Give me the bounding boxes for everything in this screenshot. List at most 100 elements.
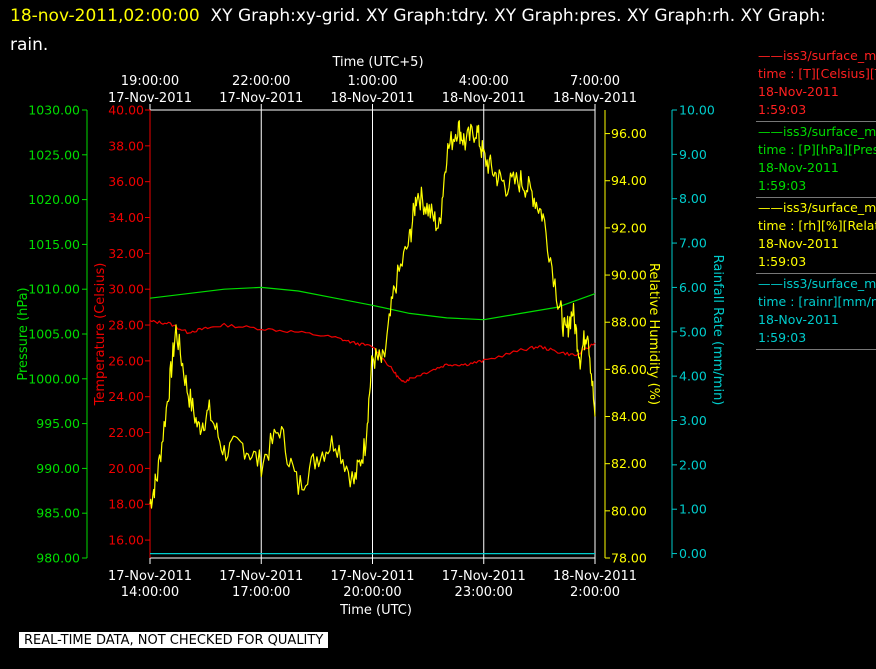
gridlines bbox=[260, 110, 485, 558]
axis-tick-label: 1000.00 bbox=[28, 371, 80, 386]
axis-tick-label: 1015.00 bbox=[28, 237, 80, 252]
header-titles: XY Graph:xy-grid. XY Graph:tdry. XY Grap… bbox=[210, 6, 826, 26]
bottom-tick-date: 17-Nov-2011 bbox=[108, 569, 192, 584]
legend-entry-line: time : [rainr][mm/mi bbox=[758, 294, 876, 309]
top-tick-date: 18-Nov-2011 bbox=[442, 91, 526, 106]
top-tick-date: 17-Nov-2011 bbox=[108, 91, 192, 106]
legend-entry-line: ——iss3/surface_me bbox=[758, 124, 876, 139]
axis-tick-label: 20.00 bbox=[108, 461, 144, 476]
bottom-tick-time: 2:00:00 bbox=[570, 585, 620, 600]
chart-header: 18-nov-2011,02:00:00 XY Graph:xy-grid. X… bbox=[10, 2, 870, 60]
axes: 17-Nov-201114:00:0017-Nov-201117:00:0017… bbox=[28, 74, 715, 600]
legend-entry-line: ——iss3/surface_me bbox=[758, 276, 876, 291]
axis-tick-label: 36.00 bbox=[108, 174, 144, 189]
bottom-tick-time: 23:00:00 bbox=[455, 585, 513, 600]
bottom-tick-date: 17-Nov-2011 bbox=[219, 569, 303, 584]
series-line-temperature bbox=[149, 320, 596, 383]
axis-tick-label: 22.00 bbox=[108, 425, 144, 440]
axis-tick-label: 3.00 bbox=[679, 413, 707, 428]
axis-tick-label: 6.00 bbox=[679, 280, 707, 295]
axis-tick-label: 32.00 bbox=[108, 246, 144, 261]
axis-tick-label: 38.00 bbox=[108, 138, 144, 153]
legend-entry-line: 18-Nov-2011 bbox=[758, 84, 839, 99]
axis-tick-label: 5.00 bbox=[679, 324, 707, 339]
axis-tick-label: 24.00 bbox=[108, 389, 144, 404]
top-axis-label: Time (UTC+5) bbox=[331, 55, 423, 70]
bottom-tick-date: 18-Nov-2011 bbox=[553, 569, 637, 584]
axis-tick-label: 980.00 bbox=[36, 551, 80, 566]
data-series bbox=[149, 120, 596, 555]
legend-entry-line: time : [rh][%][Relati bbox=[758, 218, 876, 233]
legend-entry-line: ——iss3/surface_me bbox=[758, 200, 876, 215]
humidity-axis-label: Relative Humidity (%) bbox=[646, 263, 661, 405]
axis-tick-label: 1025.00 bbox=[28, 147, 80, 162]
top-tick-time: 7:00:00 bbox=[570, 74, 620, 89]
axis-tick-label: 28.00 bbox=[108, 318, 144, 333]
series-line-pressure bbox=[149, 286, 596, 321]
legend-entry-line: 1:59:03 bbox=[758, 254, 807, 269]
legend-entry-line: time : [P][hPa][Pres bbox=[758, 142, 876, 157]
axis-tick-label: 34.00 bbox=[108, 210, 144, 225]
axis-tick-label: 40.00 bbox=[108, 103, 144, 118]
axis-tick-label: 1020.00 bbox=[28, 192, 80, 207]
top-tick-date: 18-Nov-2011 bbox=[330, 91, 414, 106]
legend-entry-line: 1:59:03 bbox=[758, 178, 807, 193]
axis-tick-label: 7.00 bbox=[679, 236, 707, 251]
pressure-axis-label: Pressure (hPa) bbox=[16, 287, 31, 380]
legend-entry-line: 18-Nov-2011 bbox=[758, 312, 839, 327]
axis-tick-label: 30.00 bbox=[108, 282, 144, 297]
top-tick-time: 1:00:00 bbox=[347, 74, 397, 89]
top-tick-time: 19:00:00 bbox=[121, 74, 179, 89]
quality-note: REAL-TIME DATA, NOT CHECKED FOR QUALITY bbox=[19, 632, 329, 648]
temperature-axis-label: Temperature (Celsius) bbox=[93, 263, 108, 407]
axis-tick-label: 84.00 bbox=[611, 409, 647, 424]
top-tick-time: 22:00:00 bbox=[232, 74, 290, 89]
legend-entry-line: 18-Nov-2011 bbox=[758, 160, 839, 175]
axis-tick-label: 78.00 bbox=[611, 551, 647, 566]
axis-tick-label: 92.00 bbox=[611, 220, 647, 235]
legend-entry-line: ——iss3/surface_me bbox=[758, 48, 876, 63]
bottom-tick-date: 17-Nov-2011 bbox=[442, 569, 526, 584]
rain-axis-label: Rainfall Rate (mm/min) bbox=[710, 255, 725, 406]
axis-tick-label: 90.00 bbox=[611, 268, 647, 283]
legend-entry-line: time : [T][Celsius][T bbox=[758, 66, 876, 81]
bottom-tick-time: 14:00:00 bbox=[121, 585, 179, 600]
axis-tick-label: 94.00 bbox=[611, 173, 647, 188]
axis-tick-label: 1030.00 bbox=[28, 103, 80, 118]
axis-tick-label: 0.00 bbox=[679, 546, 707, 561]
top-tick-date: 17-Nov-2011 bbox=[219, 91, 303, 106]
axis-tick-label: 9.00 bbox=[679, 147, 707, 162]
axis-tick-label: 990.00 bbox=[36, 461, 80, 476]
axis-tick-label: 16.00 bbox=[108, 533, 144, 548]
axis-tick-label: 1010.00 bbox=[28, 282, 80, 297]
bottom-tick-time: 17:00:00 bbox=[232, 585, 290, 600]
top-tick-date: 18-Nov-2011 bbox=[553, 91, 637, 106]
axis-tick-label: 82.00 bbox=[611, 456, 647, 471]
legend-entry-line: 1:59:03 bbox=[758, 330, 807, 345]
axis-tick-label: 8.00 bbox=[679, 191, 707, 206]
axis-tick-label: 1.00 bbox=[679, 502, 707, 517]
series-line-humidity bbox=[149, 120, 596, 509]
axis-tick-label: 80.00 bbox=[611, 503, 647, 518]
axis-tick-label: 18.00 bbox=[108, 497, 144, 512]
header-titles-cont: rain. bbox=[10, 35, 49, 55]
axis-tick-label: 2.00 bbox=[679, 457, 707, 472]
top-tick-time: 4:00:00 bbox=[459, 74, 509, 89]
axis-tick-label: 88.00 bbox=[611, 315, 647, 330]
legend-entry-line: 1:59:03 bbox=[758, 102, 807, 117]
bottom-tick-time: 20:00:00 bbox=[343, 585, 401, 600]
axis-tick-label: 985.00 bbox=[36, 506, 80, 521]
axis-tick-label: 1005.00 bbox=[28, 327, 80, 342]
axis-tick-label: 96.00 bbox=[611, 126, 647, 141]
bottom-axis-label: Time (UTC) bbox=[339, 603, 412, 618]
legend-entry-line: 18-Nov-2011 bbox=[758, 236, 839, 251]
axis-tick-label: 86.00 bbox=[611, 362, 647, 377]
header-timestamp: 18-nov-2011,02:00:00 bbox=[10, 6, 200, 26]
axis-tick-label: 995.00 bbox=[36, 416, 80, 431]
bottom-tick-date: 17-Nov-2011 bbox=[330, 569, 414, 584]
